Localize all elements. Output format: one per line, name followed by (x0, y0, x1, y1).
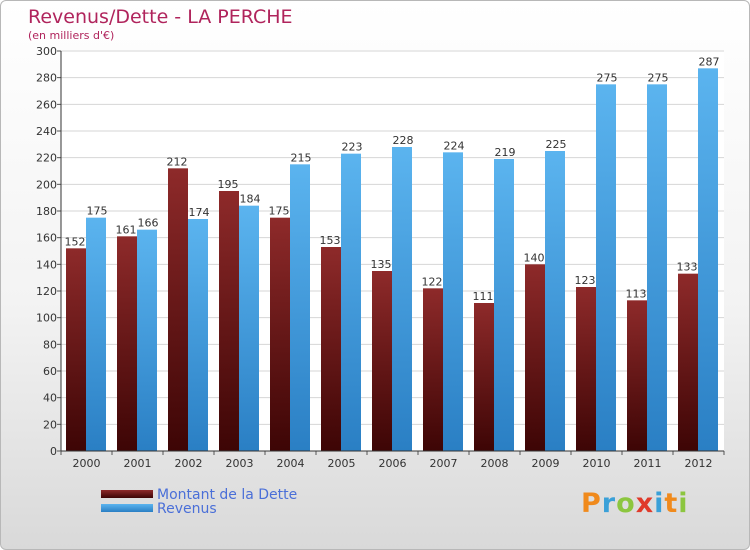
x-tick-label: 2002 (175, 457, 203, 470)
data-label: 140 (524, 251, 545, 264)
logo-letter: x (635, 488, 655, 519)
bar-dette (219, 191, 239, 451)
y-tick-label: 280 (36, 72, 57, 85)
data-label: 153 (320, 234, 341, 247)
chart-title: Revenus/Dette - LA PERCHE (28, 6, 293, 28)
bar-revenus (290, 164, 310, 452)
x-tick-label: 2012 (685, 457, 713, 470)
x-tick-label: 2000 (73, 457, 101, 470)
logo-letter: i (678, 488, 689, 519)
bar-revenus (341, 153, 361, 451)
y-tick-label: 180 (36, 205, 57, 218)
bar-revenus (188, 219, 208, 451)
y-tick-label: 40 (43, 392, 57, 405)
data-label: 215 (291, 151, 312, 164)
bar-dette (66, 248, 86, 451)
bar-revenus (392, 147, 412, 451)
bar-dette (423, 288, 443, 451)
bar-dette (321, 247, 341, 451)
bar-dette (270, 217, 290, 451)
y-tick-label: 220 (36, 152, 57, 165)
data-label: 275 (597, 71, 618, 84)
data-label: 175 (269, 205, 290, 218)
data-label: 212 (167, 155, 188, 168)
bar-revenus (494, 159, 514, 451)
bar-dette (168, 168, 188, 452)
data-label: 224 (444, 139, 465, 152)
logo-letter: o (616, 488, 636, 519)
y-tick-label: 140 (36, 258, 57, 271)
bar-revenus (86, 217, 106, 451)
bar-dette (117, 236, 137, 451)
bar-dette (372, 271, 392, 451)
legend-label-dette: Montant de la Dette (157, 487, 298, 503)
bar-revenus (698, 68, 718, 451)
bar-dette (525, 264, 545, 451)
data-label: 123 (575, 274, 596, 287)
y-tick-label: 160 (36, 232, 57, 245)
legend-swatch-revenus (101, 504, 153, 512)
data-label: 135 (371, 258, 392, 271)
logo-letter: P (581, 488, 602, 519)
logo-letter: i (654, 488, 665, 519)
y-tick-label: 60 (43, 365, 57, 378)
logo-letter: t (664, 488, 679, 519)
bar-revenus (137, 229, 157, 451)
data-label: 161 (116, 223, 137, 236)
data-label: 133 (677, 261, 698, 274)
y-tick-label: 0 (50, 445, 57, 458)
data-label: 195 (218, 178, 239, 191)
y-tick-label: 120 (36, 285, 57, 298)
y-tick-label: 100 (36, 312, 57, 325)
x-tick-label: 2009 (532, 457, 560, 470)
data-label: 275 (648, 71, 669, 84)
data-label: 287 (699, 55, 720, 68)
x-tick-label: 2001 (124, 457, 152, 470)
bar-dette (474, 303, 494, 451)
x-tick-label: 2011 (634, 457, 662, 470)
bar-revenus (545, 151, 565, 451)
data-label: 113 (626, 287, 647, 300)
x-tick-label: 2005 (328, 457, 356, 470)
y-tick-label: 240 (36, 125, 57, 138)
data-label: 174 (189, 206, 210, 219)
logo-letter: r (601, 488, 617, 519)
bar-dette (576, 287, 596, 451)
data-label: 219 (495, 146, 516, 159)
data-label: 175 (87, 205, 108, 218)
bar-dette (627, 300, 647, 451)
x-tick-label: 2006 (379, 457, 407, 470)
data-label: 122 (422, 275, 443, 288)
bar-revenus (239, 205, 259, 451)
y-tick-label: 20 (43, 418, 57, 431)
data-label: 184 (240, 193, 261, 206)
data-label: 225 (546, 138, 567, 151)
x-tick-label: 2007 (430, 457, 458, 470)
x-tick-label: 2008 (481, 457, 509, 470)
x-tick-label: 2010 (583, 457, 611, 470)
bar-dette (678, 273, 698, 451)
legend-swatch-dette (101, 490, 153, 498)
data-label: 166 (138, 217, 159, 230)
data-label: 228 (393, 134, 414, 147)
y-tick-label: 80 (43, 338, 57, 351)
proxiti-logo: Proxiti (581, 488, 689, 519)
data-label: 152 (65, 235, 86, 248)
bar-revenus (596, 84, 616, 451)
data-label: 223 (342, 141, 363, 154)
data-label: 111 (473, 290, 494, 303)
legend-label-revenus: Revenus (157, 501, 217, 517)
bar-revenus (443, 152, 463, 452)
bar-revenus (647, 84, 667, 451)
x-tick-label: 2003 (226, 457, 254, 470)
chart-subtitle: (en milliers d'€) (28, 29, 115, 42)
y-tick-label: 200 (36, 178, 57, 191)
x-tick-label: 2004 (277, 457, 305, 470)
y-tick-label: 260 (36, 98, 57, 111)
y-tick-label: 300 (36, 45, 57, 58)
